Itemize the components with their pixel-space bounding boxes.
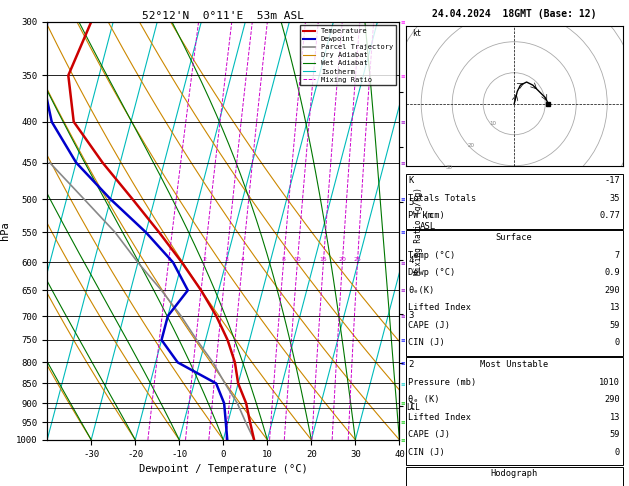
Text: ≡: ≡: [400, 288, 405, 293]
Text: 10: 10: [294, 257, 301, 262]
Text: LCL: LCL: [406, 403, 420, 412]
Text: Pressure (mb): Pressure (mb): [408, 378, 477, 387]
Text: ≡: ≡: [400, 401, 405, 406]
Text: ≡: ≡: [400, 260, 405, 265]
Text: 59: 59: [610, 321, 620, 330]
Text: 3: 3: [225, 257, 228, 262]
Text: ≡: ≡: [400, 337, 405, 343]
Text: ≡: ≡: [400, 197, 405, 202]
Text: K: K: [408, 176, 413, 186]
Text: 30: 30: [445, 165, 453, 170]
Text: 35: 35: [610, 194, 620, 203]
Text: Dewp (°C): Dewp (°C): [408, 268, 455, 278]
Text: kt: kt: [412, 29, 421, 37]
Text: Surface: Surface: [496, 233, 533, 243]
Y-axis label: km
ASL: km ASL: [420, 211, 436, 231]
Text: 13: 13: [610, 303, 620, 312]
Text: ≡: ≡: [400, 19, 405, 24]
Text: 1010: 1010: [599, 378, 620, 387]
Text: 20: 20: [467, 143, 474, 148]
Text: 290: 290: [604, 395, 620, 404]
Text: ≡: ≡: [400, 419, 405, 425]
Text: 24.04.2024  18GMT (Base: 12): 24.04.2024 18GMT (Base: 12): [432, 9, 596, 19]
Text: Totals Totals: Totals Totals: [408, 194, 477, 203]
Text: 1: 1: [167, 257, 171, 262]
Text: ≡: ≡: [400, 437, 405, 442]
X-axis label: Dewpoint / Temperature (°C): Dewpoint / Temperature (°C): [139, 464, 308, 474]
Text: ≡: ≡: [400, 119, 405, 124]
Text: 10: 10: [489, 122, 496, 126]
Text: CAPE (J): CAPE (J): [408, 321, 450, 330]
Text: 25: 25: [353, 257, 362, 262]
Y-axis label: hPa: hPa: [1, 222, 11, 240]
Text: CIN (J): CIN (J): [408, 448, 445, 457]
Text: PW (cm): PW (cm): [408, 211, 445, 221]
Text: 0: 0: [615, 338, 620, 347]
Text: Temp (°C): Temp (°C): [408, 251, 455, 260]
Text: ≡: ≡: [400, 381, 405, 386]
Title: 52°12'N  0°11'E  53m ASL: 52°12'N 0°11'E 53m ASL: [142, 11, 304, 21]
Text: 7: 7: [615, 251, 620, 260]
Text: 13: 13: [610, 413, 620, 422]
Text: 59: 59: [610, 430, 620, 439]
Text: -17: -17: [604, 176, 620, 186]
Text: θₑ (K): θₑ (K): [408, 395, 440, 404]
Legend: Temperature, Dewpoint, Parcel Trajectory, Dry Adiabat, Wet Adiabat, Isotherm, Mi: Temperature, Dewpoint, Parcel Trajectory…: [300, 25, 396, 86]
Text: CIN (J): CIN (J): [408, 338, 445, 347]
Text: ≡: ≡: [400, 313, 405, 318]
Text: 290: 290: [604, 286, 620, 295]
Text: 4: 4: [241, 257, 245, 262]
Text: 8: 8: [282, 257, 286, 262]
Text: 20: 20: [338, 257, 347, 262]
Text: 0.9: 0.9: [604, 268, 620, 278]
Text: θₑ(K): θₑ(K): [408, 286, 435, 295]
Text: Lifted Index: Lifted Index: [408, 303, 471, 312]
Text: 0: 0: [615, 448, 620, 457]
Text: ≡: ≡: [400, 73, 405, 78]
Text: Hodograph: Hodograph: [491, 469, 538, 479]
Text: ≡: ≡: [400, 230, 405, 235]
Text: Most Unstable: Most Unstable: [480, 360, 548, 369]
Text: ≡: ≡: [400, 360, 405, 365]
Text: ≡: ≡: [400, 160, 405, 165]
Text: 15: 15: [320, 257, 328, 262]
Text: CAPE (J): CAPE (J): [408, 430, 450, 439]
Text: 2: 2: [203, 257, 206, 262]
Text: Mixing Ratio (g/kg): Mixing Ratio (g/kg): [414, 187, 423, 275]
Text: Lifted Index: Lifted Index: [408, 413, 471, 422]
Text: 0.77: 0.77: [599, 211, 620, 221]
